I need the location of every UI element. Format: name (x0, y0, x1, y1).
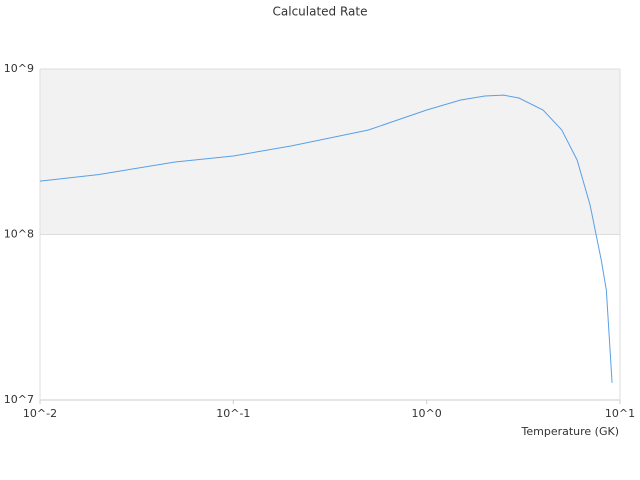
x-tick-label: 10^1 (605, 407, 635, 420)
x-axis-label: Temperature (GK) (521, 425, 620, 438)
y-tick-label: 10^7 (4, 393, 34, 406)
y-tick-label: 10^8 (4, 228, 34, 241)
x-tick-label: 10^0 (412, 407, 442, 420)
series-line (39, 94, 613, 383)
plot-band (40, 69, 620, 235)
chart-title: Calculated Rate (273, 5, 368, 19)
y-tick-label: 10^9 (4, 62, 34, 75)
x-tick-label: 10^-2 (23, 407, 57, 420)
x-tick-label: 10^-1 (216, 407, 250, 420)
